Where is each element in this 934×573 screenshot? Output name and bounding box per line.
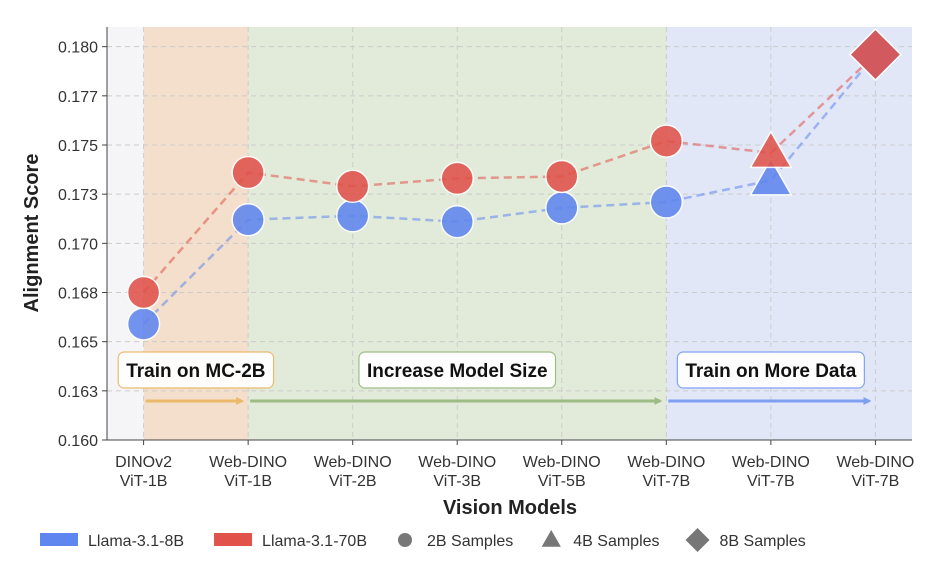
x-tick-label: Web-DINO — [732, 454, 810, 471]
legend-marker — [541, 530, 561, 547]
x-tick-label: ViT-5B — [538, 473, 586, 490]
y-axis-title: Alignment Score — [21, 154, 43, 313]
region-label: Train on More Data — [685, 361, 856, 382]
legend-marker — [398, 533, 412, 547]
point — [749, 157, 793, 196]
x-tick-label: ViT-7B — [642, 473, 690, 490]
x-tick-label: ViT-3B — [433, 473, 481, 490]
x-tick-label: ViT-1B — [120, 473, 168, 490]
point — [649, 185, 684, 219]
series-line — [142, 53, 877, 325]
x-tick-label: ViT-1B — [224, 473, 272, 490]
region-label-box — [117, 351, 275, 389]
legend-label: 4B Samples — [573, 533, 659, 550]
y-tick-label: 0.173 — [58, 187, 98, 204]
y-tick-label: 0.177 — [58, 89, 98, 106]
point — [545, 159, 579, 194]
legend-label: Llama-3.1-8B — [88, 533, 184, 550]
x-tick-label: ViT-7B — [747, 473, 795, 490]
point — [440, 161, 474, 196]
y-tick-label: 0.180 — [58, 40, 98, 57]
x-tick-label: Web-DINO — [314, 454, 392, 471]
legend-swatch — [214, 533, 253, 546]
x-tick-label: ViT-2B — [329, 473, 377, 490]
point — [649, 124, 684, 158]
region-label-box — [358, 351, 557, 389]
point — [126, 275, 161, 310]
legend-marker — [685, 528, 710, 552]
y-tick-label: 0.165 — [58, 335, 98, 352]
point — [749, 130, 793, 169]
x-tick-label: Web-DINO — [523, 454, 601, 471]
point — [335, 169, 370, 204]
point — [848, 27, 902, 82]
y-tick-label: 0.168 — [58, 286, 98, 303]
y-tick-label: 0.163 — [58, 384, 98, 401]
point — [126, 307, 161, 341]
point — [545, 191, 579, 225]
y-tick-label: 0.160 — [58, 433, 98, 450]
x-tick-label: Web-DINO — [836, 454, 914, 471]
point — [335, 199, 370, 233]
region-label-box — [676, 351, 865, 389]
legend-label: 8B Samples — [720, 533, 806, 550]
legend-label: 2B Samples — [427, 533, 513, 550]
x-tick-label: DINOv2 — [115, 454, 172, 471]
series-line — [142, 53, 877, 294]
x-tick-label: Web-DINO — [418, 454, 496, 471]
y-tick-label: 0.170 — [58, 236, 98, 253]
x-tick-label: ViT-7B — [852, 473, 900, 490]
point — [440, 204, 474, 239]
region-label: Train on MC-2B — [126, 361, 265, 382]
x-tick-label: Web-DINO — [209, 454, 287, 471]
region-label: Increase Model Size — [367, 361, 548, 382]
x-tick-label: Web-DINO — [627, 454, 705, 471]
point — [231, 202, 265, 237]
legend-swatch — [40, 533, 78, 546]
y-tick-label: 0.175 — [58, 138, 98, 155]
point — [231, 155, 265, 190]
x-axis-title: Vision Models — [443, 497, 577, 519]
legend-label: Llama-3.1-70B — [262, 533, 367, 550]
